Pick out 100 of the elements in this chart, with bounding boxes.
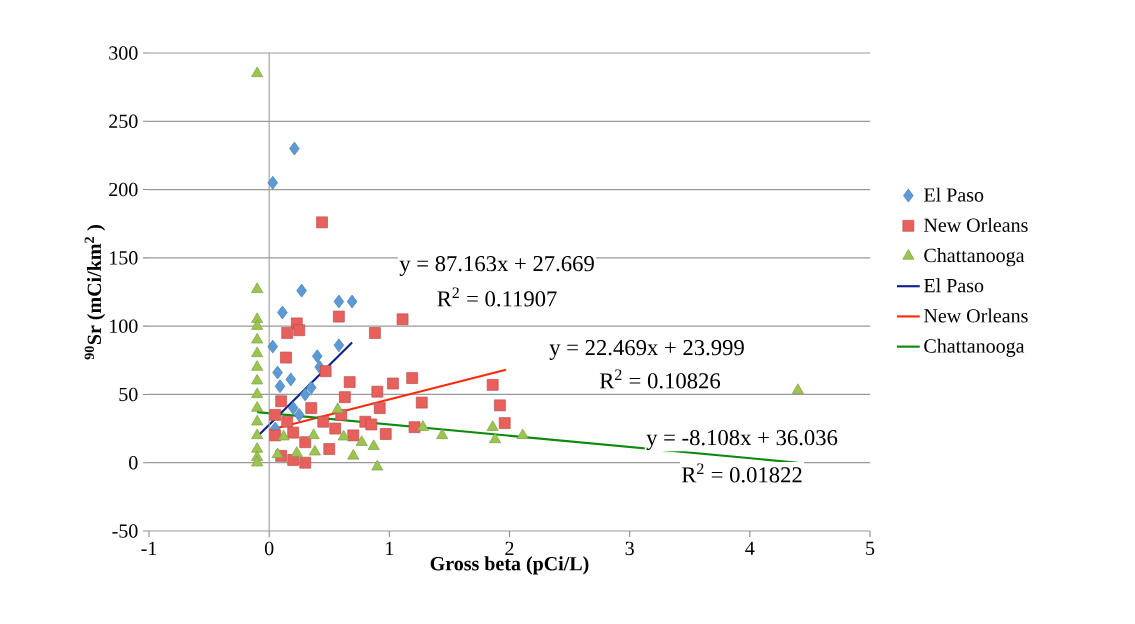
y-tick-label: 200 [109, 182, 138, 197]
legend-label: Chattanooga [924, 338, 1025, 357]
point [347, 429, 360, 442]
point [271, 447, 284, 459]
point [347, 449, 360, 460]
legend-label: New Orleans [924, 308, 1028, 323]
point [251, 346, 264, 358]
point [251, 387, 264, 399]
point [333, 294, 345, 309]
point [346, 294, 358, 309]
y-tick-label: 150 [110, 251, 138, 265]
point [312, 349, 323, 364]
point [290, 446, 303, 457]
point [251, 373, 264, 385]
point [365, 418, 378, 431]
point [489, 432, 502, 444]
point [369, 327, 381, 339]
y-tick-label: 300 [109, 46, 138, 60]
point [251, 66, 264, 78]
point [269, 409, 282, 421]
point [371, 459, 384, 471]
point [339, 391, 351, 403]
point [287, 426, 300, 439]
y-tick-label: 100 [110, 319, 138, 333]
point [371, 385, 384, 398]
annotation: y = 22.469x + 23.999 [549, 340, 744, 360]
point [251, 442, 264, 453]
point [498, 417, 511, 429]
x-tick-label: 4 [745, 541, 755, 555]
x-tick-label: 0 [264, 541, 274, 556]
point [331, 402, 344, 414]
point [406, 372, 418, 384]
y-tick-label: -50 [112, 524, 138, 538]
point [287, 401, 299, 415]
annotation: y = -8.108x + 36.036 [646, 429, 838, 450]
point [251, 360, 264, 371]
point [408, 421, 421, 434]
point [373, 402, 386, 414]
point [267, 175, 278, 190]
point [387, 377, 399, 390]
point [396, 313, 409, 326]
point [281, 415, 294, 428]
annotation: R$^{2}$ = 0.11907 [437, 287, 557, 307]
x-tick-label: 3 [625, 541, 634, 556]
point [251, 455, 264, 467]
y-axis-title: $^{90}$Sr (mCi/km$^{2}$ ) [84, 225, 106, 360]
point [251, 414, 264, 426]
point [379, 428, 392, 440]
point [355, 435, 368, 446]
point [486, 420, 499, 431]
x-axis-title: Gross beta (pCi/L) [430, 556, 589, 575]
point [280, 351, 292, 364]
point [272, 365, 283, 380]
point [251, 428, 264, 439]
point [486, 379, 499, 391]
point [494, 399, 506, 412]
point [293, 408, 305, 422]
point [333, 338, 345, 353]
point [337, 429, 350, 441]
annotation: R$^{2}$ = 0.10826 [599, 369, 721, 389]
point [436, 428, 449, 439]
point [289, 141, 300, 156]
y-tick-label: 250 [109, 114, 138, 129]
point [329, 422, 342, 435]
point [285, 372, 297, 387]
point [274, 379, 286, 394]
point [300, 387, 311, 402]
point [417, 420, 429, 431]
point [305, 402, 318, 414]
legend-label: New Orleans [924, 217, 1028, 232]
point [251, 319, 264, 330]
x-tick-label: 5 [866, 541, 875, 555]
point [251, 282, 264, 293]
point [307, 428, 320, 439]
point [319, 365, 332, 378]
point [367, 439, 380, 450]
point [333, 310, 345, 323]
point [306, 380, 317, 395]
point [791, 383, 804, 394]
point [299, 456, 312, 469]
point [296, 283, 307, 298]
y-tick-label: 0 [129, 455, 138, 470]
point [308, 444, 321, 456]
x-tick-label: -1 [141, 541, 157, 555]
point [277, 429, 290, 441]
point [277, 305, 288, 320]
point [415, 396, 428, 409]
annotation: R$^{2}$ = 0.01822 [681, 463, 802, 483]
point [281, 327, 294, 339]
point [251, 332, 264, 344]
point [343, 376, 356, 388]
point [323, 443, 336, 455]
point [293, 324, 306, 337]
x-tick-label: 1 [386, 541, 394, 555]
x-tick-label: 2 [505, 541, 514, 555]
point [267, 339, 278, 354]
point [251, 401, 264, 412]
legend-label: Chattanooga [924, 248, 1025, 267]
point [316, 216, 328, 229]
point [516, 428, 529, 439]
